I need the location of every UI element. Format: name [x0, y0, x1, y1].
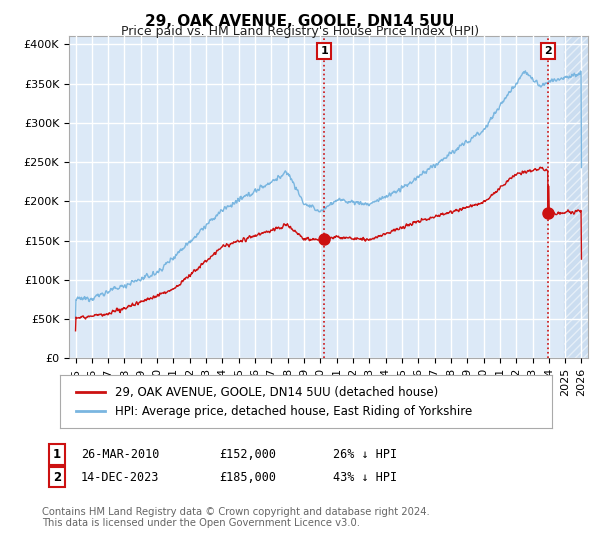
Text: 43% ↓ HPI: 43% ↓ HPI [333, 470, 397, 484]
Text: £152,000: £152,000 [219, 448, 276, 461]
Text: Contains HM Land Registry data © Crown copyright and database right 2024.
This d: Contains HM Land Registry data © Crown c… [42, 507, 430, 529]
Bar [565, 36, 600, 358]
Text: 26-MAR-2010: 26-MAR-2010 [81, 448, 160, 461]
Legend: 29, OAK AVENUE, GOOLE, DN14 5UU (detached house), HPI: Average price, detached h: 29, OAK AVENUE, GOOLE, DN14 5UU (detache… [71, 381, 476, 422]
Text: Price paid vs. HM Land Registry's House Price Index (HPI): Price paid vs. HM Land Registry's House … [121, 25, 479, 38]
Text: 14-DEC-2023: 14-DEC-2023 [81, 470, 160, 484]
Bar [565, 36, 600, 358]
Text: 2: 2 [544, 46, 552, 56]
Text: 1: 1 [320, 46, 328, 56]
Text: 2: 2 [53, 470, 61, 484]
Text: 29, OAK AVENUE, GOOLE, DN14 5UU: 29, OAK AVENUE, GOOLE, DN14 5UU [145, 14, 455, 29]
Text: £185,000: £185,000 [219, 470, 276, 484]
Text: 26% ↓ HPI: 26% ↓ HPI [333, 448, 397, 461]
Text: 1: 1 [53, 448, 61, 461]
